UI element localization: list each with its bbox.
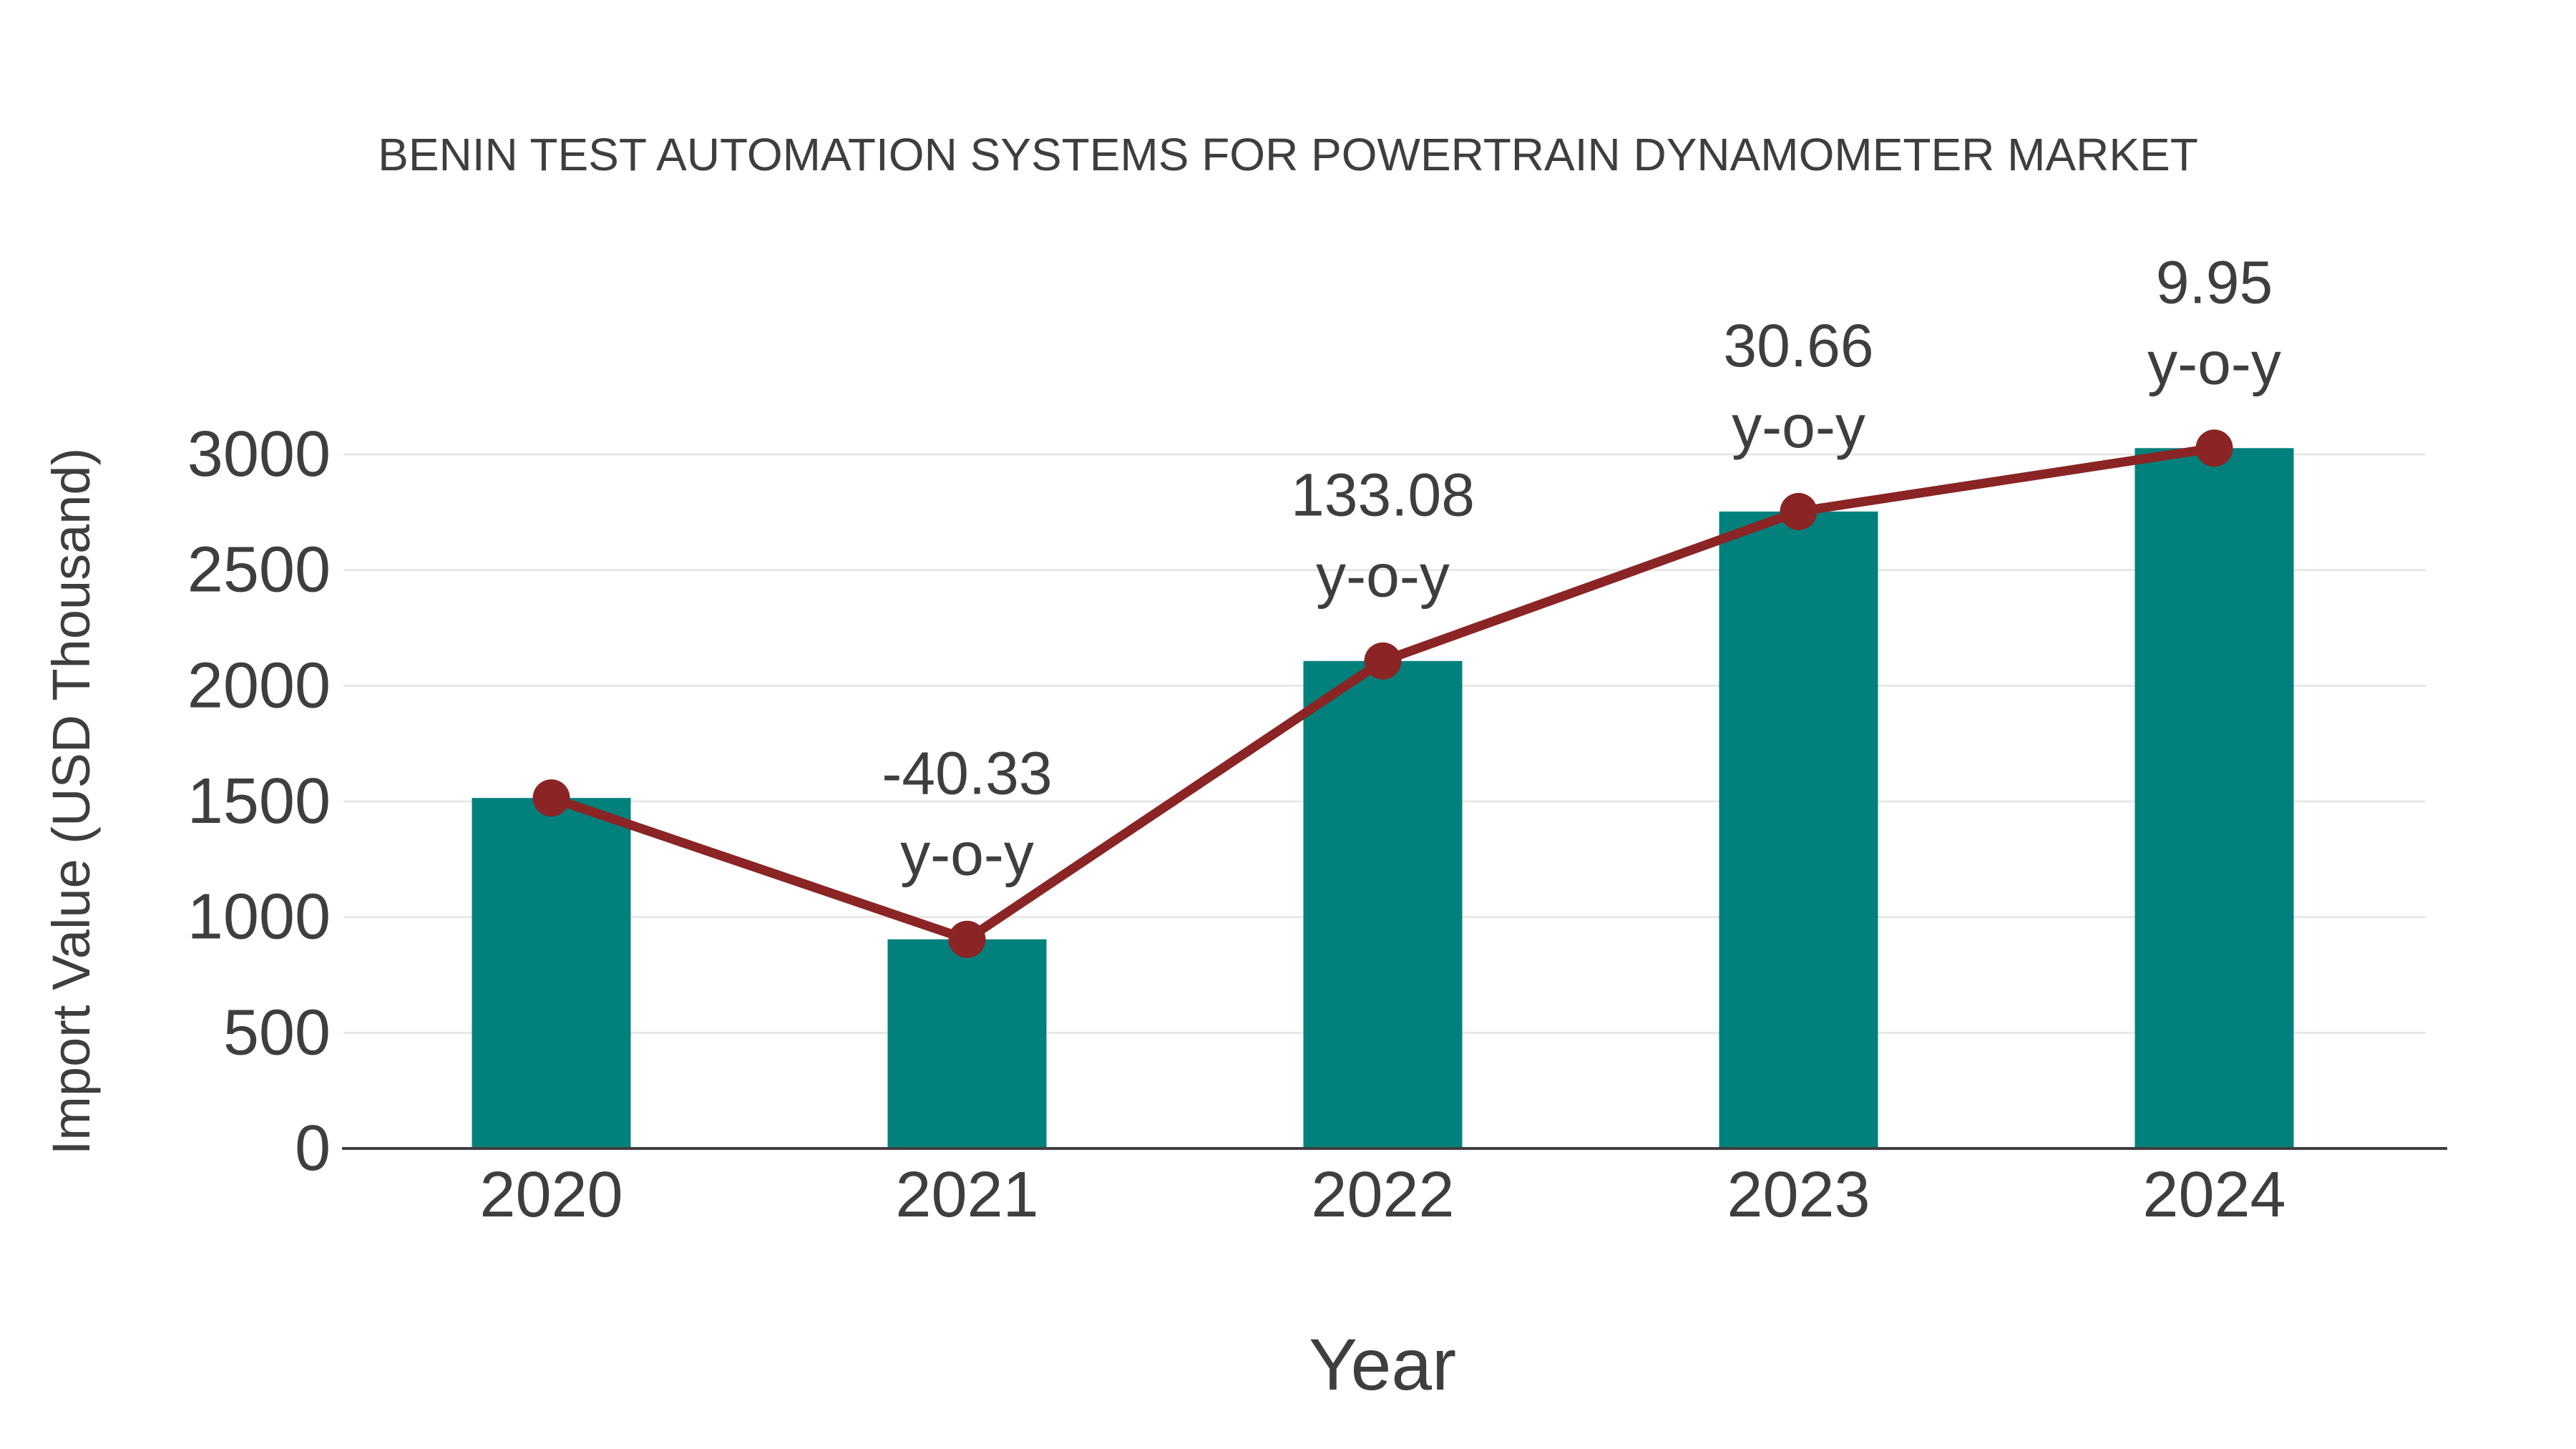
x-axis-tick-labels: 2020 2021 2022 2023 2024 xyxy=(479,1159,2285,1231)
annotation-label-2022: y-o-y xyxy=(1316,542,1450,610)
bar-2020 xyxy=(472,798,631,1148)
y-tick-label-1500: 1500 xyxy=(187,766,331,837)
y-tick-label-0: 0 xyxy=(295,1113,331,1184)
y-tick-label-500: 500 xyxy=(223,997,331,1068)
yoy-annotations: -40.33 y-o-y 133.08 y-o-y 30.66 y-o-y 9.95 y-o-… xyxy=(882,248,2280,887)
bar-2021 xyxy=(887,939,1047,1148)
annotation-value-2022: 133.08 xyxy=(1291,462,1475,529)
annotation-label-2021: y-o-y xyxy=(900,821,1034,888)
y-axis-title: Import Value (USD Thousand) xyxy=(42,448,101,1156)
marker-2021 xyxy=(948,920,986,958)
x-tick-label-2022: 2022 xyxy=(1311,1159,1454,1231)
y-tick-label-2500: 2500 xyxy=(187,535,331,606)
x-tick-label-2020: 2020 xyxy=(479,1159,623,1231)
trend-markers xyxy=(532,429,2233,958)
x-axis-title: Year xyxy=(1309,1324,1456,1405)
bar-2022 xyxy=(1303,660,1463,1148)
x-tick-label-2024: 2024 xyxy=(2142,1159,2285,1231)
bar-series xyxy=(472,448,2294,1148)
y-tick-label-3000: 3000 xyxy=(187,419,331,490)
chart-title: BENIN TEST AUTOMATION SYSTEMS FOR POWERT… xyxy=(378,129,2198,180)
marker-2022 xyxy=(1364,642,1402,680)
annotation-value-2023: 30.66 xyxy=(1723,312,1873,379)
bar-2024 xyxy=(2135,448,2294,1148)
y-tick-label-2000: 2000 xyxy=(187,650,331,721)
x-tick-label-2021: 2021 xyxy=(895,1159,1038,1231)
bar-2023 xyxy=(1719,511,1878,1148)
marker-2023 xyxy=(1780,492,1818,530)
marker-2024 xyxy=(2195,429,2233,467)
x-tick-label-2023: 2023 xyxy=(1727,1159,1870,1231)
y-tick-label-1000: 1000 xyxy=(187,882,331,953)
marker-2020 xyxy=(532,779,570,817)
annotation-label-2024: y-o-y xyxy=(2147,329,2281,396)
annotation-value-2021: -40.33 xyxy=(882,740,1052,807)
annotation-value-2024: 9.95 xyxy=(2156,248,2273,316)
y-axis-tick-labels: 0 500 1000 1500 2000 2500 3000 xyxy=(187,419,331,1184)
annotation-label-2023: y-o-y xyxy=(1732,393,1865,460)
